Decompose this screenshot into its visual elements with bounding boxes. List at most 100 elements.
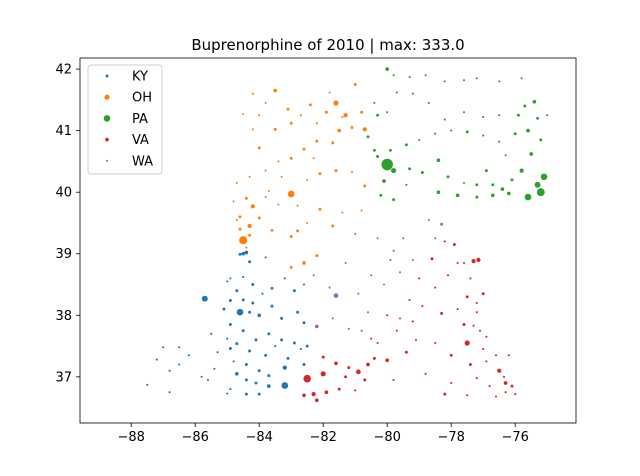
data-point	[306, 178, 309, 181]
data-point	[337, 128, 342, 133]
data-point	[455, 193, 460, 198]
data-point	[238, 252, 242, 256]
data-point	[536, 188, 545, 197]
data-point	[238, 215, 242, 219]
data-point	[392, 198, 396, 202]
data-point	[226, 337, 229, 340]
data-point	[282, 365, 287, 370]
data-point	[311, 392, 316, 397]
data-point	[257, 146, 261, 150]
data-point	[257, 216, 261, 220]
data-point	[456, 308, 459, 311]
data-point	[450, 129, 453, 132]
data-point	[344, 375, 348, 379]
data-point	[314, 324, 319, 329]
data-point	[434, 132, 437, 135]
data-point	[251, 301, 255, 305]
data-point	[242, 276, 245, 279]
data-point	[200, 375, 203, 378]
data-point	[155, 358, 158, 361]
data-point	[299, 348, 302, 351]
data-point	[314, 398, 319, 403]
data-point	[270, 286, 274, 290]
data-point	[465, 295, 469, 299]
data-point	[376, 341, 379, 345]
data-point	[534, 181, 541, 188]
data-point	[462, 323, 466, 326]
data-point	[347, 327, 350, 330]
data-point	[385, 67, 390, 71]
data-point	[465, 130, 469, 134]
data-point	[146, 383, 149, 386]
data-point	[434, 341, 437, 345]
data-point	[244, 250, 249, 255]
data-point	[402, 237, 405, 240]
data-point	[381, 158, 393, 171]
data-point	[248, 310, 252, 314]
y-tick-label: 38	[55, 309, 72, 324]
data-point	[510, 178, 514, 182]
data-point	[464, 340, 470, 346]
data-point	[513, 132, 517, 136]
data-point	[424, 74, 427, 77]
data-point	[475, 377, 478, 380]
data-point	[286, 107, 290, 111]
data-point	[273, 127, 277, 131]
data-point	[476, 257, 481, 262]
data-point	[408, 167, 412, 171]
data-point	[306, 221, 309, 225]
series-pa	[366, 67, 549, 202]
data-point	[242, 112, 245, 116]
y-tick-label: 37	[55, 370, 72, 385]
data-point	[475, 183, 479, 187]
data-point	[462, 261, 466, 265]
data-point	[210, 332, 213, 335]
data-point	[395, 91, 398, 94]
data-point	[267, 374, 271, 378]
data-point	[281, 382, 289, 389]
data-point	[258, 114, 261, 117]
data-point	[334, 361, 338, 366]
data-point	[273, 88, 278, 93]
data-point	[408, 76, 411, 79]
data-point	[443, 80, 446, 83]
data-point	[404, 350, 408, 354]
x-tick-label: −86	[181, 430, 208, 445]
data-point	[289, 156, 293, 160]
data-point	[289, 235, 293, 238]
data-point	[475, 311, 478, 314]
data-point	[226, 392, 229, 395]
data-point	[235, 342, 239, 346]
data-point	[502, 375, 506, 378]
data-point	[248, 260, 252, 264]
data-point	[472, 324, 475, 327]
data-point	[519, 168, 524, 173]
data-point	[411, 258, 414, 261]
data-point	[386, 111, 389, 114]
data-point	[228, 347, 232, 350]
data-point	[226, 280, 229, 283]
data-point	[315, 139, 319, 143]
data-point	[376, 113, 380, 117]
data-point	[248, 349, 252, 353]
data-point	[503, 381, 508, 385]
data-point	[376, 237, 379, 240]
data-point	[234, 371, 239, 376]
data-point	[510, 384, 514, 388]
data-point	[391, 168, 397, 174]
data-point	[341, 211, 344, 214]
data-point	[498, 140, 501, 143]
data-point	[289, 121, 293, 125]
data-point	[241, 329, 245, 333]
data-point	[490, 193, 495, 198]
y-tick-label: 39	[55, 247, 72, 262]
chart-title: Buprenorphine of 2010 | max: 333.0	[191, 36, 464, 54]
data-point	[261, 292, 264, 295]
data-point	[343, 113, 348, 118]
data-point	[244, 196, 248, 200]
data-point	[331, 224, 335, 228]
data-point	[434, 237, 437, 240]
data-point	[178, 346, 181, 349]
data-point	[395, 329, 398, 332]
data-point	[312, 274, 315, 277]
